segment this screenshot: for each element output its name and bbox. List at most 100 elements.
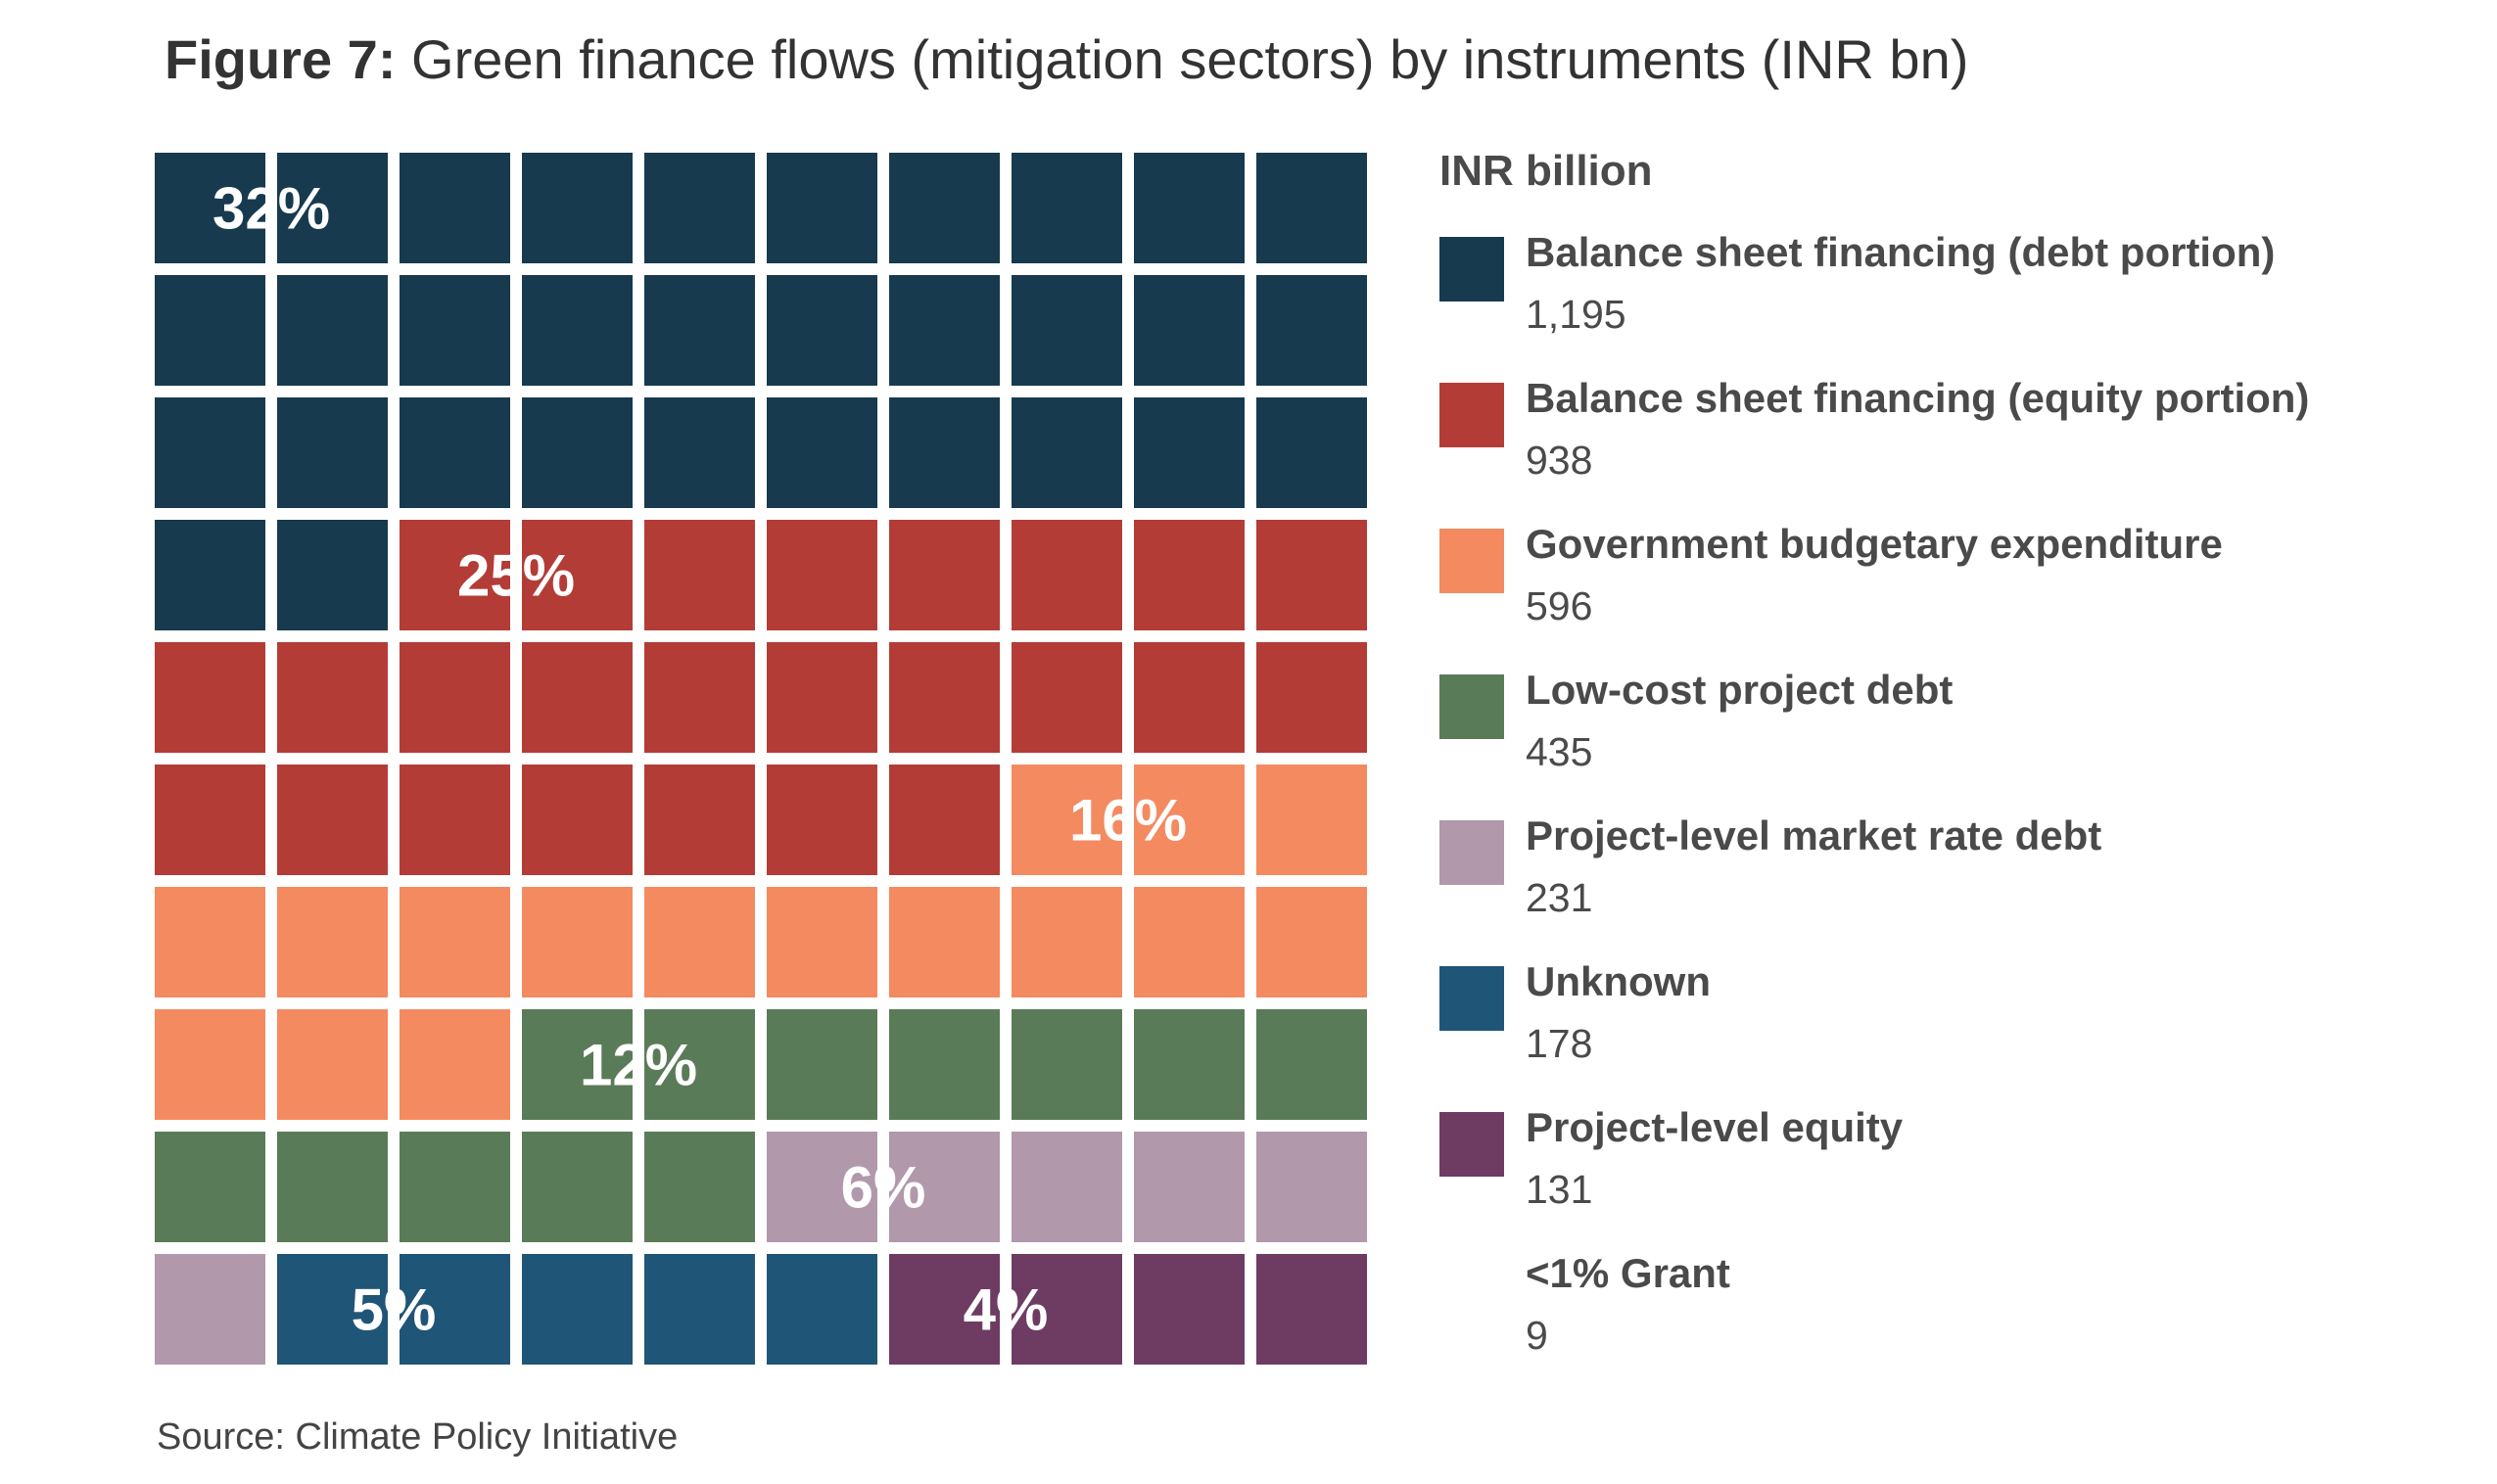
waffle-square [644, 765, 755, 875]
waffle-square [644, 153, 755, 263]
waffle-square [400, 642, 510, 753]
waffle-square [522, 1132, 633, 1242]
waffle-square [1012, 1254, 1122, 1365]
waffle-cells [155, 153, 1367, 1365]
waffle-square [644, 275, 755, 386]
legend-item: <1% Grant 9 [1439, 1250, 2477, 1396]
waffle-square [155, 520, 265, 630]
legend-label: Government budgetary expenditure [1526, 521, 2223, 567]
legend-label: Low-cost project debt [1526, 667, 1954, 713]
waffle-square [522, 1009, 633, 1120]
legend-value: 9 [1526, 1313, 1548, 1358]
legend-item: Balance sheet financing (equity portion)… [1439, 375, 2477, 521]
waffle-square [1134, 1254, 1245, 1365]
waffle-square [767, 1132, 877, 1242]
share-label: 25% [457, 543, 575, 609]
share-label: 12% [580, 1033, 697, 1098]
waffle-square [1012, 275, 1122, 386]
waffle-square [400, 887, 510, 997]
waffle-square [1256, 1254, 1367, 1365]
waffle-square [644, 1009, 755, 1120]
waffle-square [1012, 765, 1122, 875]
waffle-square [644, 642, 755, 753]
waffle-square [277, 275, 388, 386]
waffle-square [1256, 397, 1367, 508]
waffle-square [522, 642, 633, 753]
waffle-square [522, 520, 633, 630]
waffle-square [522, 397, 633, 508]
waffle-square [155, 397, 265, 508]
waffle-square [1256, 887, 1367, 997]
waffle-square [1134, 275, 1245, 386]
waffle-square [155, 275, 265, 386]
waffle-square [522, 1254, 633, 1365]
legend-item: Low-cost project debt 435 [1439, 667, 2477, 812]
share-label: 6% [841, 1155, 926, 1221]
waffle-square [277, 765, 388, 875]
waffle-square [1134, 1132, 1245, 1242]
waffle-square [644, 397, 755, 508]
waffle-square [644, 887, 755, 997]
legend-item: Unknown 178 [1439, 958, 2477, 1104]
legend-item: Project-level market rate debt 231 [1439, 812, 2477, 958]
waffle-square [400, 275, 510, 386]
legend-swatch [1439, 237, 1504, 301]
waffle-square [1012, 1132, 1122, 1242]
waffle-square [1134, 1009, 1245, 1120]
waffle-square [1134, 887, 1245, 997]
legend-swatch [1439, 674, 1504, 739]
waffle-square [155, 153, 265, 263]
waffle-square [644, 1254, 755, 1365]
legend-label: Unknown [1526, 958, 1711, 1004]
legend-items: Balance sheet financing (debt portion) 1,… [1439, 229, 2477, 1396]
waffle-square [277, 520, 388, 630]
legend-heading: INR billion [1439, 147, 1653, 195]
waffle-square [400, 397, 510, 508]
legend-value: 938 [1526, 438, 1593, 483]
share-label: 5% [352, 1277, 437, 1343]
waffle-square [767, 1254, 877, 1365]
waffle-square [767, 397, 877, 508]
source-note: Source: Climate Policy Initiative [157, 1416, 679, 1458]
legend-item: Government budgetary expenditure 596 [1439, 521, 2477, 667]
legend-value: 231 [1526, 875, 1593, 920]
waffle-square [767, 520, 877, 630]
waffle-square [1012, 887, 1122, 997]
legend-swatch [1439, 820, 1504, 885]
legend-item: Project-level equity 131 [1439, 1104, 2477, 1250]
figure-number: Figure 7: [165, 28, 397, 90]
legend-label: Balance sheet financing (equity portion) [1526, 375, 2310, 421]
waffle-square [1012, 1009, 1122, 1120]
waffle-square [155, 1254, 265, 1365]
waffle-square [1012, 642, 1122, 753]
waffle-share-labels: 32% 25% 16% 12% 6% 5% 4% [212, 176, 1187, 1343]
waffle-square [400, 520, 510, 630]
waffle-square [1256, 1132, 1367, 1242]
waffle-square [400, 1132, 510, 1242]
waffle-square [889, 765, 1000, 875]
waffle-square [644, 520, 755, 630]
waffle-square [277, 153, 388, 263]
waffle-square [522, 887, 633, 997]
waffle-square [155, 1009, 265, 1120]
figure-title-text: Green finance flows (mitigation sectors)… [411, 28, 1969, 90]
waffle-chart: 32% 25% 16% 12% 6% 5% 4% [155, 153, 1367, 1365]
waffle-square [155, 1132, 265, 1242]
legend-swatch [1439, 529, 1504, 593]
waffle-square [1256, 765, 1367, 875]
waffle-square [889, 1009, 1000, 1120]
waffle-square [1256, 1009, 1367, 1120]
waffle-square [277, 1009, 388, 1120]
legend-value: 435 [1526, 729, 1593, 774]
waffle-square [1012, 520, 1122, 630]
waffle-square [400, 1009, 510, 1120]
legend-label: Balance sheet financing (debt portion) [1526, 229, 2276, 275]
waffle-square [277, 1254, 388, 1365]
waffle-square [889, 153, 1000, 263]
waffle-square [1134, 153, 1245, 263]
waffle-square [767, 642, 877, 753]
waffle-square [400, 1254, 510, 1365]
waffle-square [1134, 765, 1245, 875]
waffle-square [522, 275, 633, 386]
waffle-square [1256, 642, 1367, 753]
